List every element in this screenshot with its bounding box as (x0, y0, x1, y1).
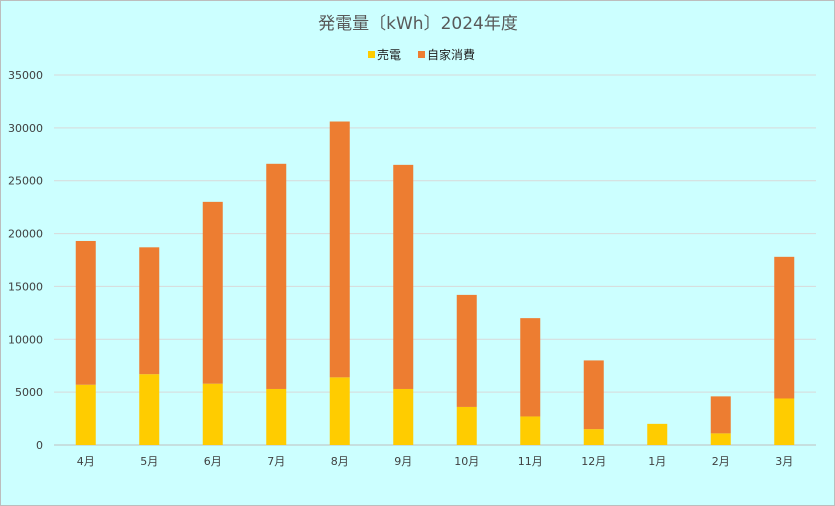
bar-segment-series-1 (202, 383, 223, 445)
bar-segment-series-1 (774, 398, 795, 445)
x-axis: 4月 5月 6月 7月 8月 9月 10月 11月 12月 1月 2月 3月 (77, 455, 794, 468)
bar-segment-series-2 (456, 294, 477, 407)
y-tick-label: 20000 (8, 228, 43, 241)
bar-segment-series-2 (139, 247, 160, 375)
bar-segment-series-1 (329, 377, 350, 445)
bar-segment-series-1 (75, 384, 96, 445)
y-tick-label: 15000 (8, 280, 43, 293)
bar-segment-series-1 (647, 423, 668, 445)
x-tick-label: 6月 (204, 455, 222, 468)
x-tick-label: 7月 (267, 455, 285, 468)
bar-segment-series-1 (266, 388, 287, 445)
y-tick-label: 0 (36, 439, 43, 452)
bar-segment-series-2 (202, 201, 223, 384)
x-tick-label: 1月 (648, 455, 666, 468)
legend-label: 自家消費 (427, 47, 475, 62)
bar-segment-series-2 (75, 240, 96, 385)
bar-segment-series-2 (329, 121, 350, 378)
bar-segment-series-2 (520, 318, 541, 417)
bar-segment-series-1 (393, 388, 414, 445)
bar-segment-series-2 (393, 164, 414, 389)
bar-segment-series-1 (583, 429, 604, 445)
y-tick-label: 25000 (8, 175, 43, 188)
y-tick-label: 5000 (15, 386, 43, 399)
bar-segment-series-1 (139, 374, 160, 445)
legend-label: 売電 (377, 47, 401, 62)
x-tick-label: 3月 (775, 455, 793, 468)
y-tick-label: 35000 (8, 69, 43, 82)
bar-segment-series-1 (456, 406, 477, 445)
bar-segment-series-1 (520, 416, 541, 445)
legend-swatch-series-2 (418, 51, 425, 58)
y-tick-label: 10000 (8, 333, 43, 346)
bars (75, 121, 795, 445)
chart-title: 発電量〔kWh〕2024年度 (318, 14, 518, 34)
legend: 売電 自家消費 (368, 47, 475, 62)
x-tick-label: 8月 (331, 455, 349, 468)
x-tick-label: 12月 (581, 455, 606, 468)
bar-segment-series-1 (710, 433, 731, 445)
bar-segment-series-2 (266, 163, 287, 389)
bar-segment-series-2 (583, 360, 604, 430)
bar-segment-series-2 (710, 396, 731, 434)
x-tick-label: 10月 (454, 455, 479, 468)
bar-segment-series-2 (774, 256, 795, 399)
x-tick-label: 5月 (140, 455, 158, 468)
gridlines (54, 74, 816, 446)
legend-swatch-series-1 (368, 51, 375, 58)
x-tick-label: 2月 (712, 455, 730, 468)
y-tick-label: 30000 (8, 122, 43, 135)
x-tick-label: 4月 (77, 455, 95, 468)
x-tick-label: 9月 (394, 455, 412, 468)
y-axis: 0 5000 10000 15000 20000 25000 30000 35000 (8, 69, 43, 452)
x-tick-label: 11月 (518, 455, 543, 468)
